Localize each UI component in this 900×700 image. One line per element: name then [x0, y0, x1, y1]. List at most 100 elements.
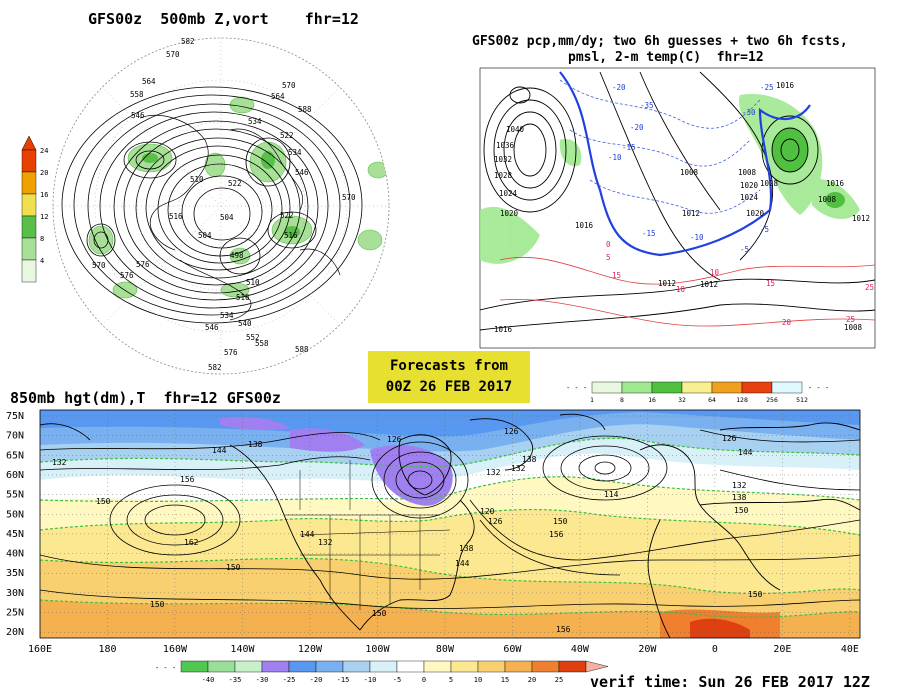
pmsl-label: 1012 [700, 280, 718, 289]
polar-contour-label: 552 [246, 333, 260, 342]
temperature-colorbar-swatch [558, 660, 587, 673]
temperature-colorbar-tick: -25 [283, 676, 296, 684]
height-contour-label: 132 [732, 481, 747, 490]
pmsl-label: 1016 [826, 179, 845, 188]
temperature-colorbar-tick: -40 [202, 676, 215, 684]
height-contour-label: 114 [604, 490, 619, 499]
precip-colorbar: - - -1 8 16 32 64 128 256 512- - - [566, 381, 829, 404]
precip-colorbar-swatch [711, 381, 743, 394]
temperature-colorbar-tick: 5 [449, 676, 453, 684]
temp-label: 15 [612, 271, 621, 280]
polar-contour-label: 510 [246, 278, 260, 287]
temperature-colorbar-arrow [585, 660, 609, 673]
polar-contour-label: 522 [280, 131, 294, 140]
map-y-tick-label: 30N [6, 588, 24, 599]
temp-label: 10 [710, 268, 720, 277]
precip-colorbar-tick: 16 [648, 396, 656, 404]
temperature-colorbar-dashes: - - - [155, 664, 176, 672]
temperature-colorbar-tick: 15 [501, 676, 509, 684]
temperature-colorbar-tick: -30 [256, 676, 269, 684]
height-contour-label: 120 [480, 507, 495, 516]
map-y-tick-label: 70N [6, 431, 24, 442]
height-contour-label: 150 [150, 600, 165, 609]
polar-contour-label: 558 [255, 339, 269, 348]
map-x-tick-label: 160E [28, 644, 52, 655]
vorticity-colorbar-tick: 24 [40, 147, 48, 155]
map-x-tick-label: 120W [298, 644, 323, 655]
map-y-tick-label: 60N [6, 470, 24, 481]
map-x-tick-label: 160W [163, 644, 188, 655]
precip-colorbar-tick: 128 [736, 396, 748, 404]
height-contour-label: 150 [372, 609, 387, 618]
pmsl-label: 1020 [500, 209, 519, 218]
polar-contour-label: 570 [342, 193, 356, 202]
pmsl-label: 1016 [776, 81, 795, 90]
polar-contour-label: 546 [295, 168, 309, 177]
temp-label: -10 [690, 233, 704, 242]
precip-colorbar-tick: 512 [796, 396, 808, 404]
map-x-tick-label: 20W [638, 644, 657, 655]
temperature-colorbar-swatch [315, 660, 344, 673]
temp-label: -5 [740, 245, 749, 254]
vorticity-colorbar-tick: 12 [40, 213, 48, 221]
temperature-colorbar-tick: -10 [364, 676, 377, 684]
map-x-tick-label: 40W [571, 644, 590, 655]
polar-contour-label: 546 [131, 111, 145, 120]
polar-contour-label: 498 [230, 251, 244, 260]
temperature-colorbar: - - - -40 -35 -30 -25 -20 -15 -10 -5 0 5 10 15 20 25 [155, 660, 609, 684]
forecast-badge: Forecasts from 00Z 26 FEB 2017 [368, 351, 530, 403]
height-contour-label: 162 [184, 538, 199, 547]
temperature-colorbar-swatch [369, 660, 398, 673]
polar-contour-label: 546 [205, 323, 219, 332]
height-contour-label: 144 [738, 448, 753, 457]
precip-colorbar-swatch [591, 381, 623, 394]
temp-label: 15 [766, 279, 775, 288]
temp-label: 25 [865, 283, 874, 292]
polar-contour-label: 534 [288, 148, 302, 157]
height-contour-label: 150 [226, 563, 241, 572]
polar-contour-label: 534 [248, 117, 262, 126]
vorticity-colorbar-tick: 4 [40, 257, 44, 265]
height-contour-label: 150 [748, 590, 763, 599]
pmsl-label: 1036 [496, 141, 515, 150]
polar-contour-label: 564 [142, 77, 156, 86]
pmsl-label: 1008 [844, 323, 863, 332]
pmsl-label: 1012 [852, 214, 870, 223]
polar-contour-label: 582 [208, 363, 222, 372]
temperature-colorbar-swatch [477, 660, 506, 673]
pmsl-label: 1024 [740, 193, 759, 202]
map-y-tick-label: 25N [6, 608, 24, 619]
height-contour-label: 138 [732, 493, 747, 502]
pmsl-label: 1028 [494, 171, 513, 180]
map-y-tick-label: 35N [6, 568, 24, 579]
temp-label: -15 [622, 143, 636, 152]
pmsl-label: 1024 [499, 189, 518, 198]
temperature-colorbar-tick: -35 [229, 676, 242, 684]
map-y-tick-label: 75N [6, 411, 24, 422]
polar-contour-label: 588 [298, 105, 312, 114]
height-contour-label: 126 [387, 435, 402, 444]
map-x-tick-label: 100W [365, 644, 390, 655]
pmsl-label: 1040 [506, 125, 525, 134]
height-contour-label: 126 [488, 517, 503, 526]
temp-label: 25 [846, 315, 855, 324]
polar-contour-label: 576 [136, 260, 150, 269]
height-contour-label: 156 [180, 475, 195, 484]
temp-label: -15 [642, 229, 656, 238]
height-contour-label: 132 [318, 538, 333, 547]
polar-contour-label: 534 [220, 311, 234, 320]
panel3-title: 850mb hgt(dm),T fhr=12 GFS00z [10, 389, 281, 407]
map-y-tick-label: 40N [6, 549, 24, 560]
polar-contour-label: 564 [271, 92, 285, 101]
height-contour-label: 132 [511, 464, 526, 473]
map-y-tick-label: 55N [6, 490, 24, 501]
vorticity-colorbar-swatch [21, 149, 37, 173]
temp-label: -35 [640, 101, 654, 110]
temperature-colorbar-swatch [342, 660, 371, 673]
polar-contour-label: 504 [198, 231, 212, 240]
polar-contour-label: 570 [166, 50, 180, 59]
temperature-colorbar-tick: 0 [422, 676, 426, 684]
pmsl-label: 1020 [746, 209, 765, 218]
